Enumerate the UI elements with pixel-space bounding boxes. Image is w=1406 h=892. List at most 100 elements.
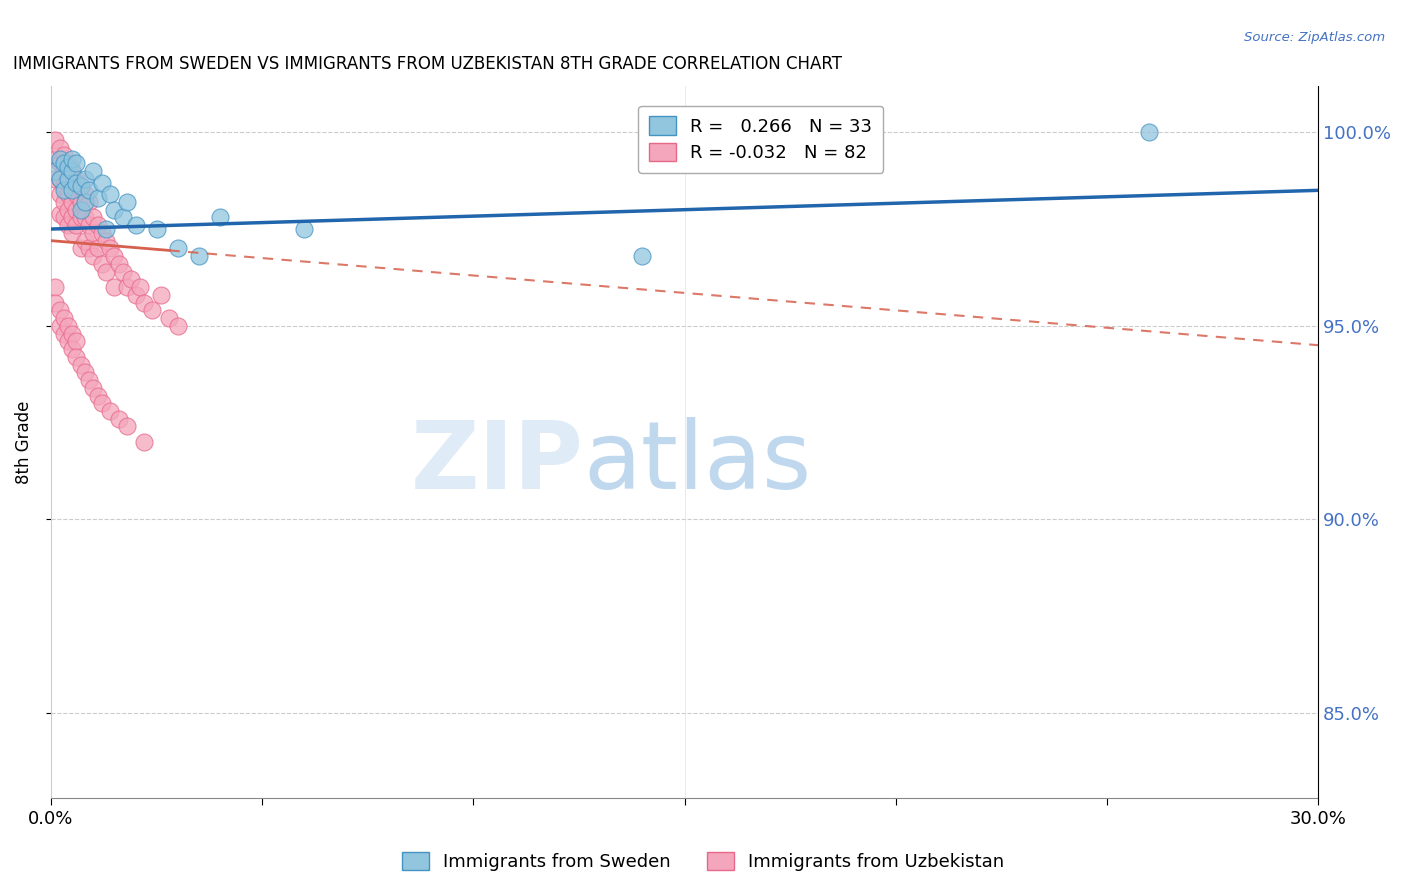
Point — [157, 311, 180, 326]
Point — [77, 218, 100, 232]
Point — [86, 241, 108, 255]
Point — [48, 141, 70, 155]
Point — [124, 288, 146, 302]
Point — [73, 234, 96, 248]
Point — [56, 202, 79, 217]
Point — [103, 280, 125, 294]
Point — [94, 265, 117, 279]
Point — [86, 388, 108, 402]
Point — [98, 187, 121, 202]
Point — [86, 191, 108, 205]
Point — [65, 171, 87, 186]
Text: Source: ZipAtlas.com: Source: ZipAtlas.com — [1244, 31, 1385, 45]
Point — [60, 164, 83, 178]
Point — [103, 249, 125, 263]
Point — [60, 326, 83, 341]
Point — [65, 176, 87, 190]
Point — [56, 171, 79, 186]
Point — [166, 241, 188, 255]
Point — [82, 226, 104, 240]
Point — [141, 303, 163, 318]
Point — [60, 164, 83, 178]
Point — [44, 280, 66, 294]
Point — [77, 241, 100, 255]
Point — [48, 187, 70, 202]
Point — [44, 295, 66, 310]
Point — [60, 194, 83, 209]
Point — [73, 365, 96, 379]
Point — [73, 187, 96, 202]
Point — [73, 194, 96, 209]
Point — [69, 179, 91, 194]
Point — [145, 222, 167, 236]
Point — [115, 194, 138, 209]
Point — [94, 234, 117, 248]
Point — [56, 318, 79, 333]
Point — [69, 179, 91, 194]
Point — [120, 272, 142, 286]
Legend: R =   0.266   N = 33, R = -0.032   N = 82: R = 0.266 N = 33, R = -0.032 N = 82 — [638, 105, 883, 173]
Point — [48, 303, 70, 318]
Point — [111, 265, 134, 279]
Point — [65, 334, 87, 349]
Point — [94, 222, 117, 236]
Point — [65, 202, 87, 217]
Point — [73, 171, 96, 186]
Point — [65, 350, 87, 364]
Point — [1137, 125, 1160, 139]
Point — [52, 311, 75, 326]
Point — [124, 218, 146, 232]
Point — [73, 211, 96, 225]
Point — [48, 156, 70, 170]
Point — [52, 194, 75, 209]
Point — [52, 326, 75, 341]
Point — [44, 171, 66, 186]
Text: ZIP: ZIP — [411, 417, 583, 509]
Point — [44, 133, 66, 147]
Point — [166, 318, 188, 333]
Point — [60, 153, 83, 167]
Text: IMMIGRANTS FROM SWEDEN VS IMMIGRANTS FROM UZBEKISTAN 8TH GRADE CORRELATION CHART: IMMIGRANTS FROM SWEDEN VS IMMIGRANTS FRO… — [13, 55, 842, 73]
Point — [60, 183, 83, 197]
Point — [52, 148, 75, 162]
Point — [56, 334, 79, 349]
Point — [90, 257, 112, 271]
Point — [69, 194, 91, 209]
Point — [98, 404, 121, 418]
Point — [60, 211, 83, 225]
Point — [103, 202, 125, 217]
Point — [48, 318, 70, 333]
Point — [77, 373, 100, 387]
Point — [115, 280, 138, 294]
Point — [77, 194, 100, 209]
Legend: Immigrants from Sweden, Immigrants from Uzbekistan: Immigrants from Sweden, Immigrants from … — [394, 845, 1012, 879]
Point — [77, 183, 100, 197]
Text: atlas: atlas — [583, 417, 811, 509]
Point — [82, 164, 104, 178]
Point — [107, 411, 129, 425]
Point — [44, 153, 66, 167]
Point — [52, 156, 75, 170]
Point — [56, 171, 79, 186]
Point — [52, 164, 75, 178]
Point — [98, 241, 121, 255]
Point — [82, 381, 104, 395]
Point — [48, 171, 70, 186]
Point — [208, 211, 231, 225]
Point — [69, 202, 91, 217]
Point — [65, 218, 87, 232]
Point — [132, 295, 155, 310]
Point — [187, 249, 209, 263]
Point — [65, 156, 87, 170]
Point — [82, 211, 104, 225]
Point — [60, 226, 83, 240]
Point — [294, 222, 316, 236]
Point — [90, 176, 112, 190]
Point — [44, 164, 66, 178]
Point — [52, 183, 75, 197]
Point — [631, 249, 654, 263]
Point — [115, 419, 138, 434]
Point — [48, 153, 70, 167]
Point — [86, 218, 108, 232]
Point — [48, 171, 70, 186]
